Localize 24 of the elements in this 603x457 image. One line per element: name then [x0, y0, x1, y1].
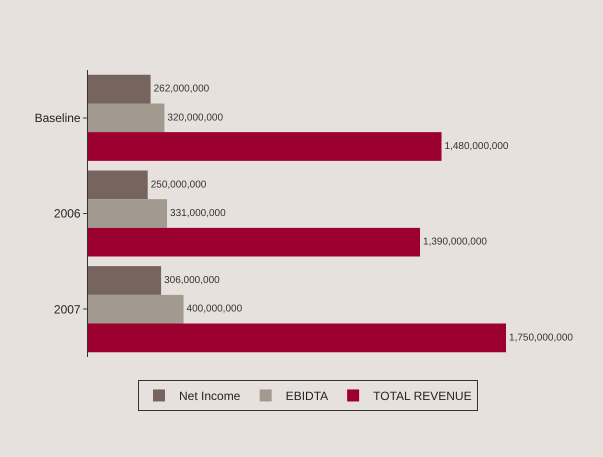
bar [88, 132, 442, 161]
bar [88, 266, 162, 295]
bar [88, 228, 420, 257]
bar [88, 199, 168, 228]
bar [88, 324, 506, 352]
legend-label: Net Income [179, 389, 241, 404]
bar [88, 74, 151, 104]
bar [88, 170, 148, 200]
data-label: 262,000,000 [154, 84, 210, 95]
bar [88, 294, 184, 324]
data-label: 331,000,000 [170, 208, 226, 219]
bar [88, 103, 164, 132]
y-tick-label: 2007 [54, 302, 81, 316]
data-label: 320,000,000 [167, 112, 224, 124]
legend-label: TOTAL REVENUE [373, 389, 472, 404]
data-label: 400,000,000 [186, 304, 243, 315]
y-tick-label: Baseline [34, 111, 81, 126]
legend-label: EBIDTA [286, 389, 328, 404]
y-tick-label: 2006 [54, 206, 81, 221]
data-label: 1,390,000,000 [423, 236, 488, 248]
data-label: 306,000,000 [164, 274, 220, 286]
data-label: 1,750,000,000 [509, 332, 574, 344]
data-label: 250,000,000 [150, 179, 207, 190]
data-label: 1,480,000,000 [444, 141, 509, 152]
